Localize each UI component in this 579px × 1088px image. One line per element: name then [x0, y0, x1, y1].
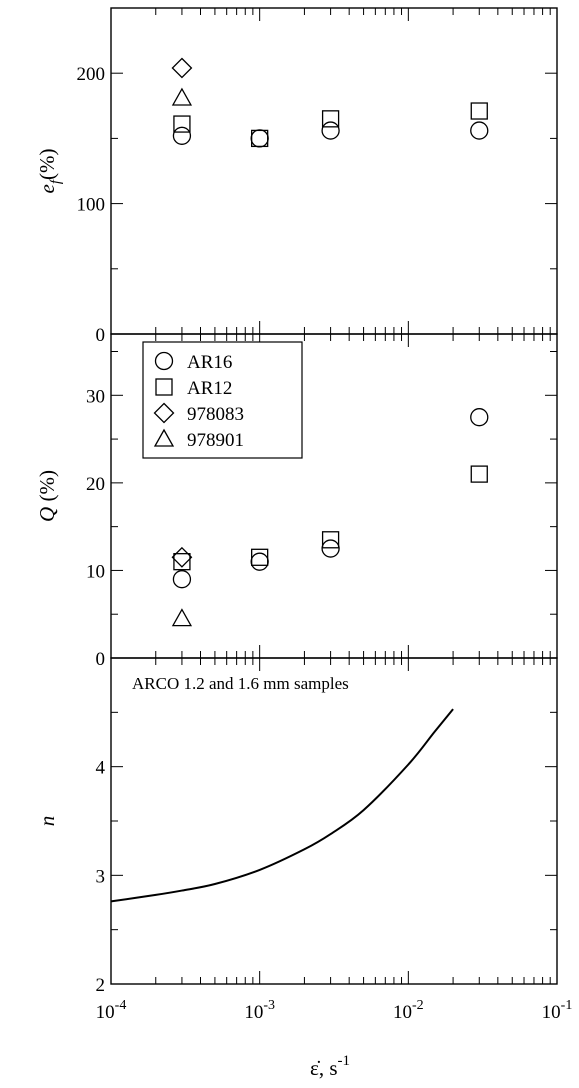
y-tick-label: 20 [86, 474, 105, 495]
x-tick-label: 10-1 [542, 998, 573, 1023]
data-point-circle [321, 121, 340, 140]
chart-annotation: ARCO 1.2 and 1.6 mm samples [132, 674, 349, 693]
data-point-triangle [171, 87, 193, 106]
y-axis-label: ef(%) [35, 149, 64, 194]
legend-diamond-icon [153, 402, 175, 424]
legend-triangle-icon [153, 428, 175, 447]
y-tick-label: 0 [96, 649, 106, 670]
legend-label: AR12 [187, 378, 232, 399]
legend-square-icon [155, 378, 173, 396]
data-point-square [251, 129, 269, 148]
data-point-circle [250, 552, 269, 571]
legend-label: 978901 [187, 430, 244, 451]
panel-elongation: 0 100 200 ef(%) [35, 7, 558, 346]
y-tick-label: 200 [77, 64, 106, 85]
data-point-circle [172, 126, 192, 145]
legend-label: AR16 [187, 352, 232, 373]
plot-frame [110, 7, 558, 335]
data-point-circle [250, 129, 269, 148]
x-tick-label: 10-3 [244, 998, 275, 1023]
y-tick-label: 2 [96, 975, 106, 996]
y-tick-label: 30 [86, 386, 105, 407]
data-point-circle [470, 121, 489, 140]
x-tick-label: 10-2 [393, 998, 424, 1023]
data-point-triangle [171, 608, 193, 627]
panel-n: 2 3 4 n ARCO 1.2 and 1.6 mm samples [35, 657, 558, 996]
data-point-circle [172, 570, 192, 589]
y-tick-label: 100 [77, 195, 106, 216]
y-tick-label: 3 [96, 866, 106, 887]
x-axis: 10-4 10-3 10-2 10-1 ε̇, s-1 [96, 998, 573, 1080]
x-tick-label: 10-4 [96, 998, 127, 1023]
legend-label: 978083 [187, 404, 244, 425]
y-axis-label: Q (%) [35, 470, 59, 522]
y-axis-label: n [35, 816, 59, 827]
y-tick-label: 10 [86, 561, 105, 582]
series-line [110, 708, 454, 903]
x-axis-label: ε̇, s-1 [310, 1053, 350, 1080]
data-point-square [470, 465, 488, 483]
data-point-square [173, 115, 191, 133]
panel-q: 0 10 20 30 Q (%) AR16 AR12 978083 978901 [35, 333, 558, 670]
data-point-diamond [171, 57, 193, 79]
data-point-square [251, 548, 269, 566]
data-point-square [321, 110, 340, 128]
y-tick-label: 0 [96, 325, 106, 346]
plot-frame [110, 657, 558, 985]
data-point-square [470, 102, 488, 120]
y-tick-label: 4 [96, 758, 106, 779]
legend-circle-icon [154, 351, 174, 371]
data-point-circle [470, 408, 489, 427]
data-point-diamond [171, 546, 193, 568]
data-point-square [321, 531, 340, 549]
data-point-circle [321, 539, 340, 558]
data-point-square [173, 553, 191, 571]
